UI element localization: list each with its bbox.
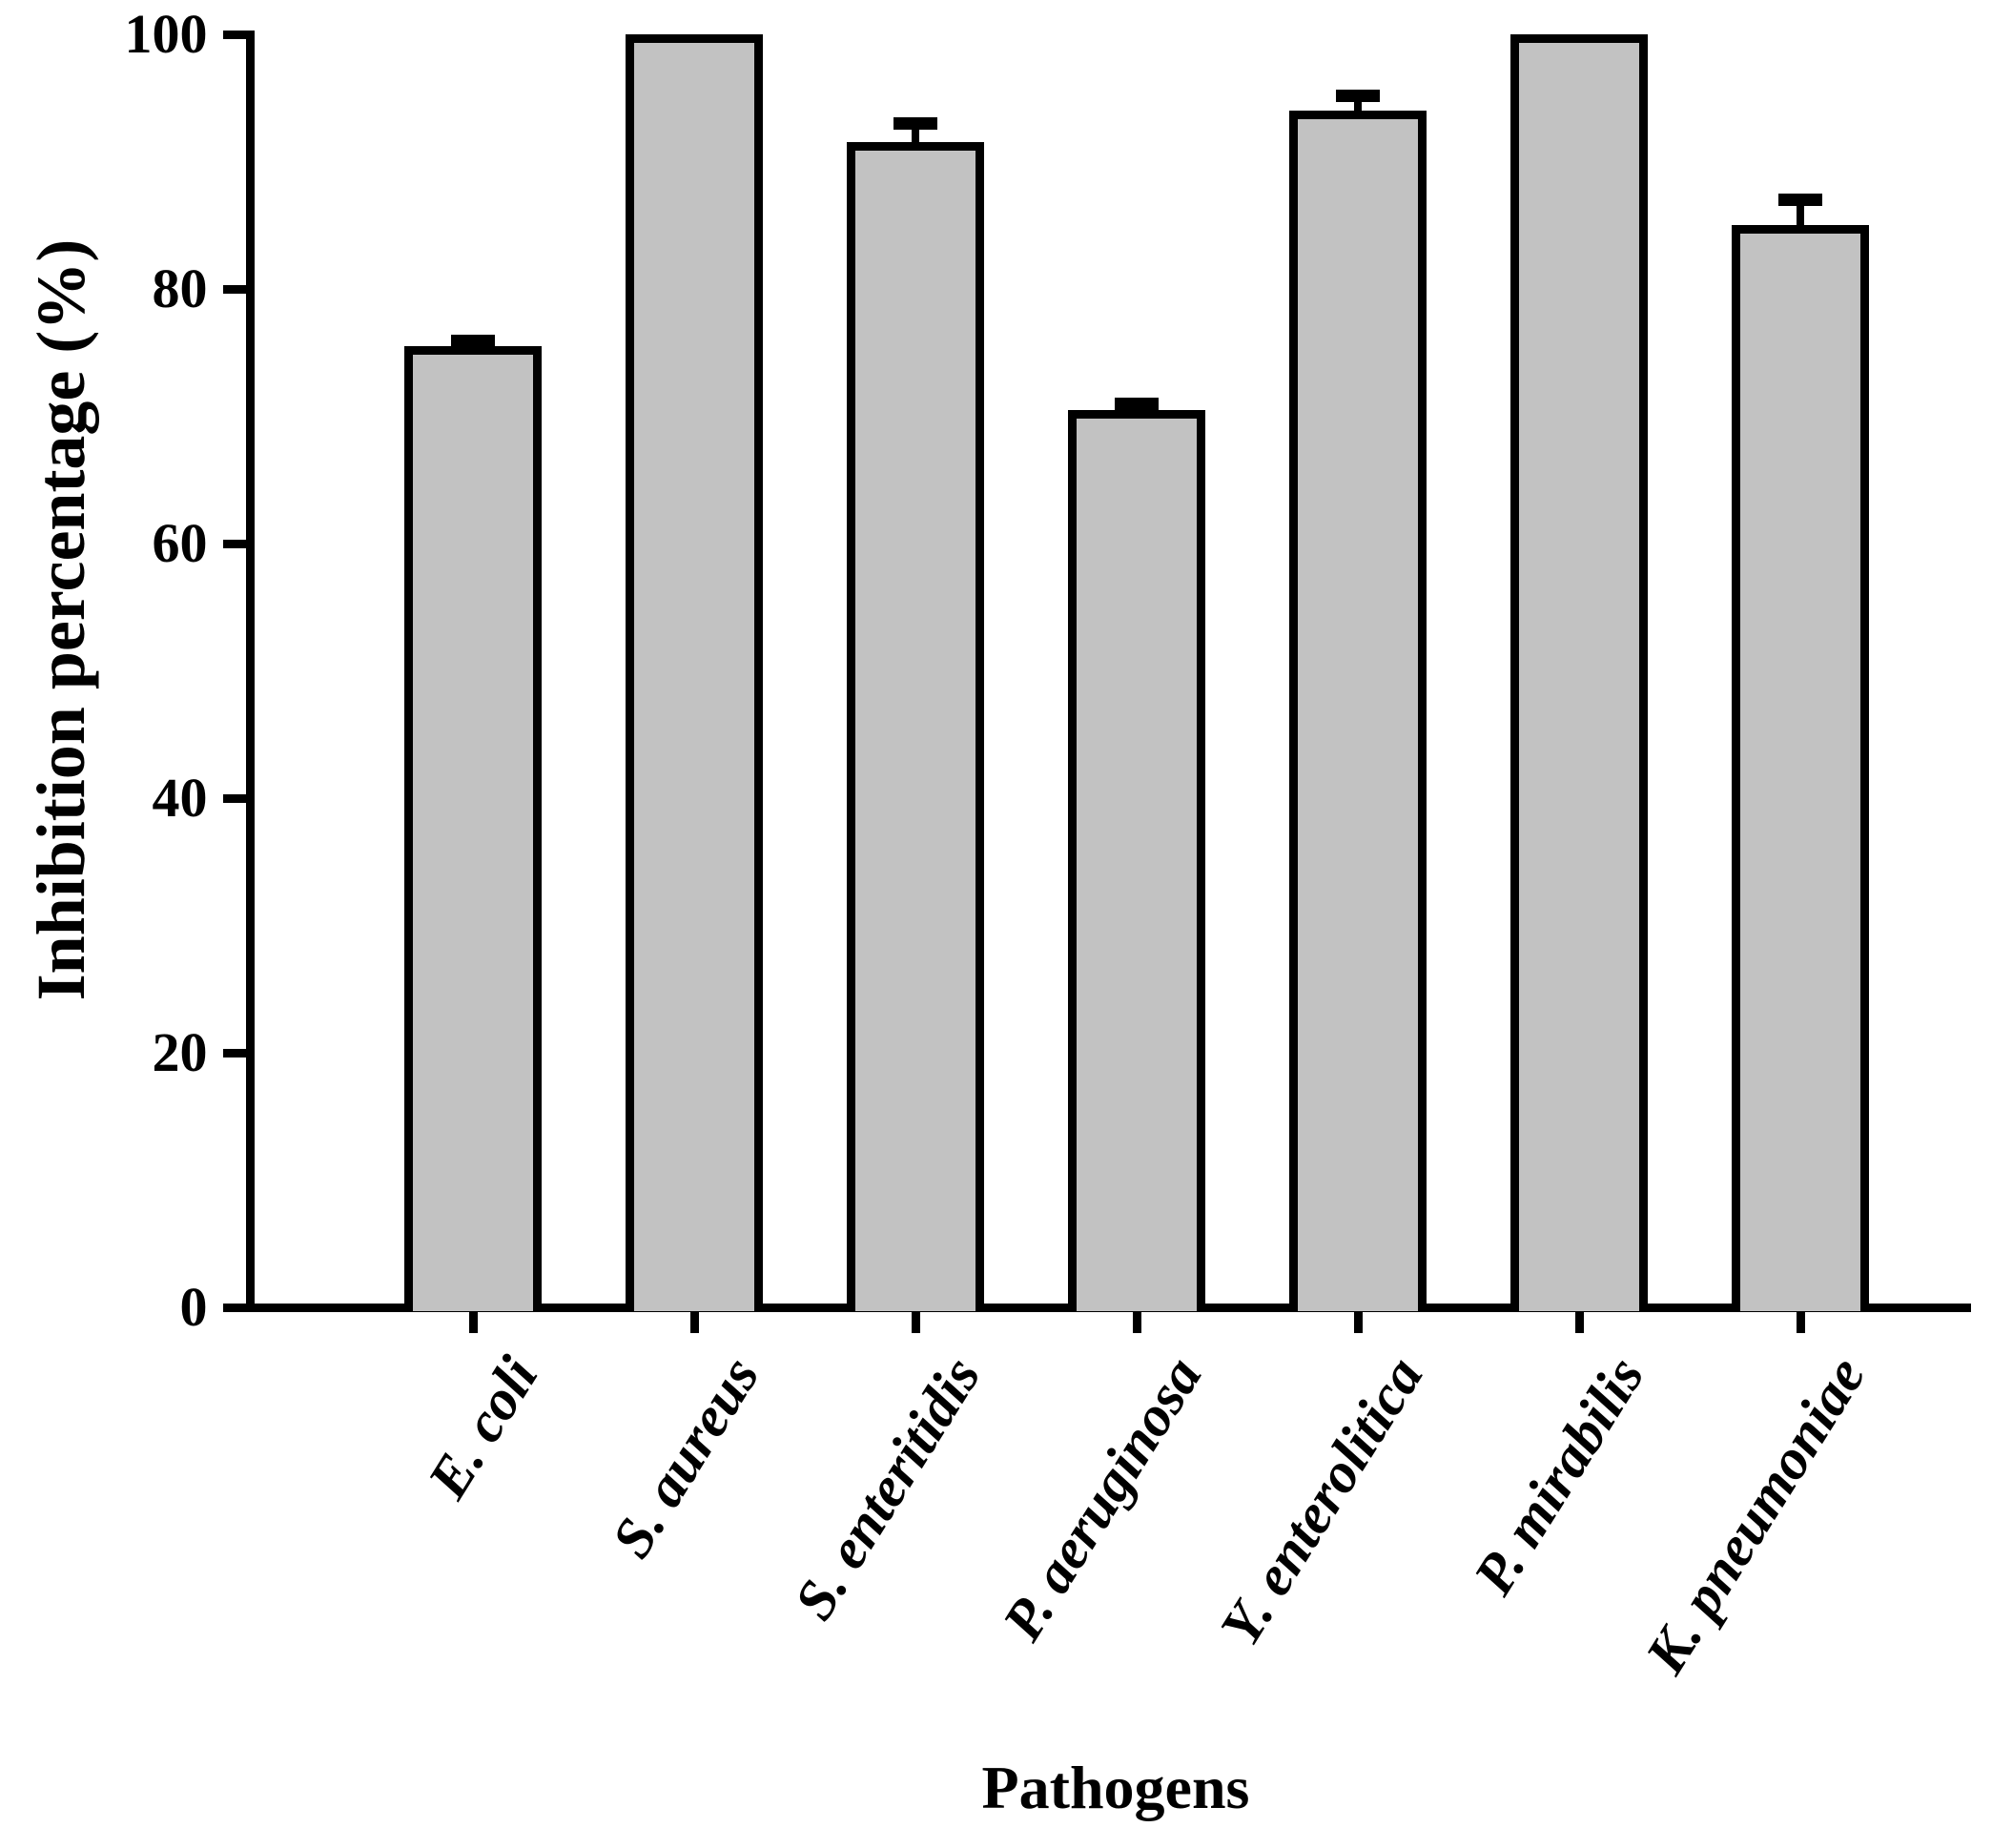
y-tick-20	[222, 1048, 246, 1057]
error-bar-cap-p-aeruginosa	[1115, 397, 1159, 410]
y-axis-line	[245, 31, 255, 1312]
y-tick-label-0: 0	[179, 1276, 208, 1338]
bar-k-pneumoniae	[1732, 225, 1869, 1311]
bar-e-coli	[404, 346, 542, 1311]
y-tick-40	[222, 793, 246, 803]
y-tick-label-80: 80	[152, 257, 208, 319]
y-tick-60	[222, 539, 246, 548]
y-tick-80	[222, 284, 246, 294]
bar-s-aureus	[626, 34, 763, 1311]
y-tick-label-100: 100	[124, 3, 208, 65]
error-bar-cap-y-enterolitica	[1336, 89, 1380, 102]
y-tick-label-20: 20	[152, 1021, 208, 1083]
error-bar-cap-k-pneumoniae	[1778, 194, 1822, 207]
x-tick-p-mirabilis	[1574, 1311, 1584, 1333]
bar-y-enterolitica	[1289, 111, 1427, 1311]
error-bar-cap-e-coli	[451, 335, 495, 348]
error-bar-stem-k-pneumoniae	[1797, 199, 1804, 226]
x-axis-title: Pathogens	[981, 1754, 1250, 1821]
x-tick-p-aeruginosa	[1132, 1311, 1141, 1333]
error-bar-cap-s-enteritidis	[893, 116, 937, 130]
x-tick-y-enterolitica	[1353, 1311, 1363, 1333]
y-tick-100	[222, 30, 246, 39]
error-bar-stem-s-enteritidis	[912, 123, 919, 143]
x-tick-s-aureus	[689, 1311, 699, 1333]
y-tick-label-60: 60	[152, 512, 208, 574]
bar-p-mirabilis	[1510, 34, 1648, 1311]
y-tick-label-40: 40	[152, 767, 208, 829]
bar-s-enteritidis	[847, 142, 984, 1311]
bar-p-aeruginosa	[1068, 409, 1205, 1311]
x-tick-e-coli	[468, 1311, 478, 1333]
y-tick-0	[222, 1303, 246, 1312]
x-tick-s-enteritidis	[911, 1311, 920, 1333]
error-bar-stem-y-enterolitica	[1354, 95, 1362, 112]
x-tick-k-pneumoniae	[1796, 1311, 1805, 1333]
